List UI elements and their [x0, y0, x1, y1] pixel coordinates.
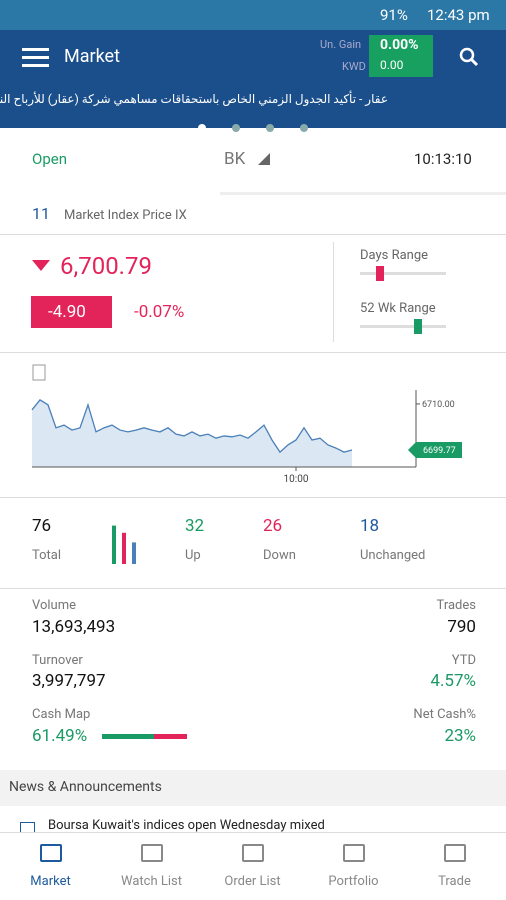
news-item[interactable]: Boursa Kuwait's indices open Wednesday m…: [48, 818, 325, 833]
chart-icon[interactable]: [32, 364, 46, 381]
gain-percent: 0.00%: [380, 37, 419, 53]
search-button[interactable]: [458, 46, 480, 68]
breadth-bar: [122, 532, 126, 564]
news-header: News & Announcements: [9, 779, 162, 795]
nav-item[interactable]: Watch List: [101, 840, 202, 889]
index-change-percent: -0.07%: [134, 302, 185, 322]
ytd: 4.57%: [430, 671, 476, 691]
price-area: [32, 399, 352, 467]
gain-box: [369, 35, 433, 77]
gain-label: Un. Gain: [320, 38, 362, 51]
days-range-slider: [360, 266, 446, 281]
menu-button[interactable]: [22, 48, 49, 68]
change-box: [31, 296, 112, 328]
down-label: Down: [263, 548, 296, 563]
bottom-nav: [0, 832, 506, 900]
exchange-selector[interactable]: BK: [224, 149, 246, 169]
cash-map-label: Cash Map: [32, 707, 91, 722]
cash-map: 61.49%: [32, 726, 88, 746]
total-label: Total: [32, 548, 62, 563]
intraday-chart: 6710.00 10:00 6699.77: [31, 364, 462, 485]
volume: 13,693,493: [32, 617, 116, 637]
total-count: 76: [32, 516, 52, 536]
trades: 790: [447, 617, 476, 637]
cash-map-bar: [102, 734, 187, 739]
volume-label: Volume: [32, 598, 77, 613]
nav-icon: [241, 844, 264, 862]
net-cash-label: Net Cash%: [413, 707, 476, 722]
unchanged-count: 18: [360, 516, 380, 536]
app-title: Market: [64, 46, 120, 67]
nav-label: Order List: [224, 874, 281, 889]
down-count: 26: [263, 516, 283, 536]
nav-item[interactable]: Order List: [202, 840, 303, 889]
turnover-label: Turnover: [32, 653, 83, 668]
clock: 12:43 pm: [427, 6, 490, 24]
y-tick-label: 6710.00: [422, 400, 455, 410]
app-bar: Market Un. Gain KWD 0.00% 0.00 عقار - تأ…: [0, 30, 506, 132]
index-id: 11: [32, 204, 50, 223]
nav-icon: [140, 844, 163, 862]
market-state: Open: [32, 150, 67, 168]
cash-map-fill: [102, 734, 155, 739]
news-header-bar: [0, 770, 506, 806]
nav-label: Trade: [438, 874, 471, 889]
nav-label: Market: [30, 874, 71, 889]
trades-label: Trades: [436, 598, 476, 613]
turnover: 3,997,797: [32, 671, 106, 691]
dropdown-icon: [258, 153, 270, 165]
breadth-bar: [132, 542, 136, 564]
nav-item[interactable]: Portfolio: [303, 840, 404, 889]
days-range-label: Days Range: [360, 248, 429, 263]
index-price: 6,700.79: [60, 252, 152, 280]
last-price-label: 6699.77: [423, 446, 456, 456]
pager-dots: [198, 117, 308, 136]
nav-icon: [443, 844, 466, 862]
ytd-label: YTD: [451, 653, 476, 668]
net-cash: 23%: [444, 726, 476, 746]
down-arrow: [32, 260, 50, 271]
nav-icon: [39, 844, 62, 862]
nav-item[interactable]: Market: [0, 840, 101, 889]
nav-icon: [342, 844, 365, 862]
index-change: -4.90: [48, 302, 86, 322]
news-ticker[interactable]: عقار - تأكيد الجدول الزمني الخاص باستحقا…: [0, 92, 388, 106]
currency: KWD: [342, 60, 366, 73]
x-tick-label: 10:00: [284, 474, 309, 485]
price-line: [31, 399, 353, 454]
nav-item[interactable]: Trade: [404, 840, 505, 889]
nav-label: Watch List: [121, 874, 182, 889]
status-bar: 91% 12:43 pm: [0, 0, 506, 30]
up-label: Up: [185, 548, 201, 563]
index-name: Market Index Price IX: [64, 208, 187, 223]
nav-label: Portfolio: [328, 874, 379, 889]
week52-range-label: 52 Wk Range: [360, 301, 436, 316]
week52-range-slider: [360, 319, 446, 334]
battery: 91%: [380, 6, 408, 24]
gain-value: 0.00: [380, 58, 404, 72]
market-time: 10:13:10: [414, 150, 472, 168]
last-price-tag: [408, 442, 462, 459]
up-count: 32: [185, 516, 205, 536]
breadth-bars: [112, 525, 136, 564]
unchanged-label: Unchanged: [360, 548, 426, 563]
breadth-bar: [112, 525, 116, 564]
